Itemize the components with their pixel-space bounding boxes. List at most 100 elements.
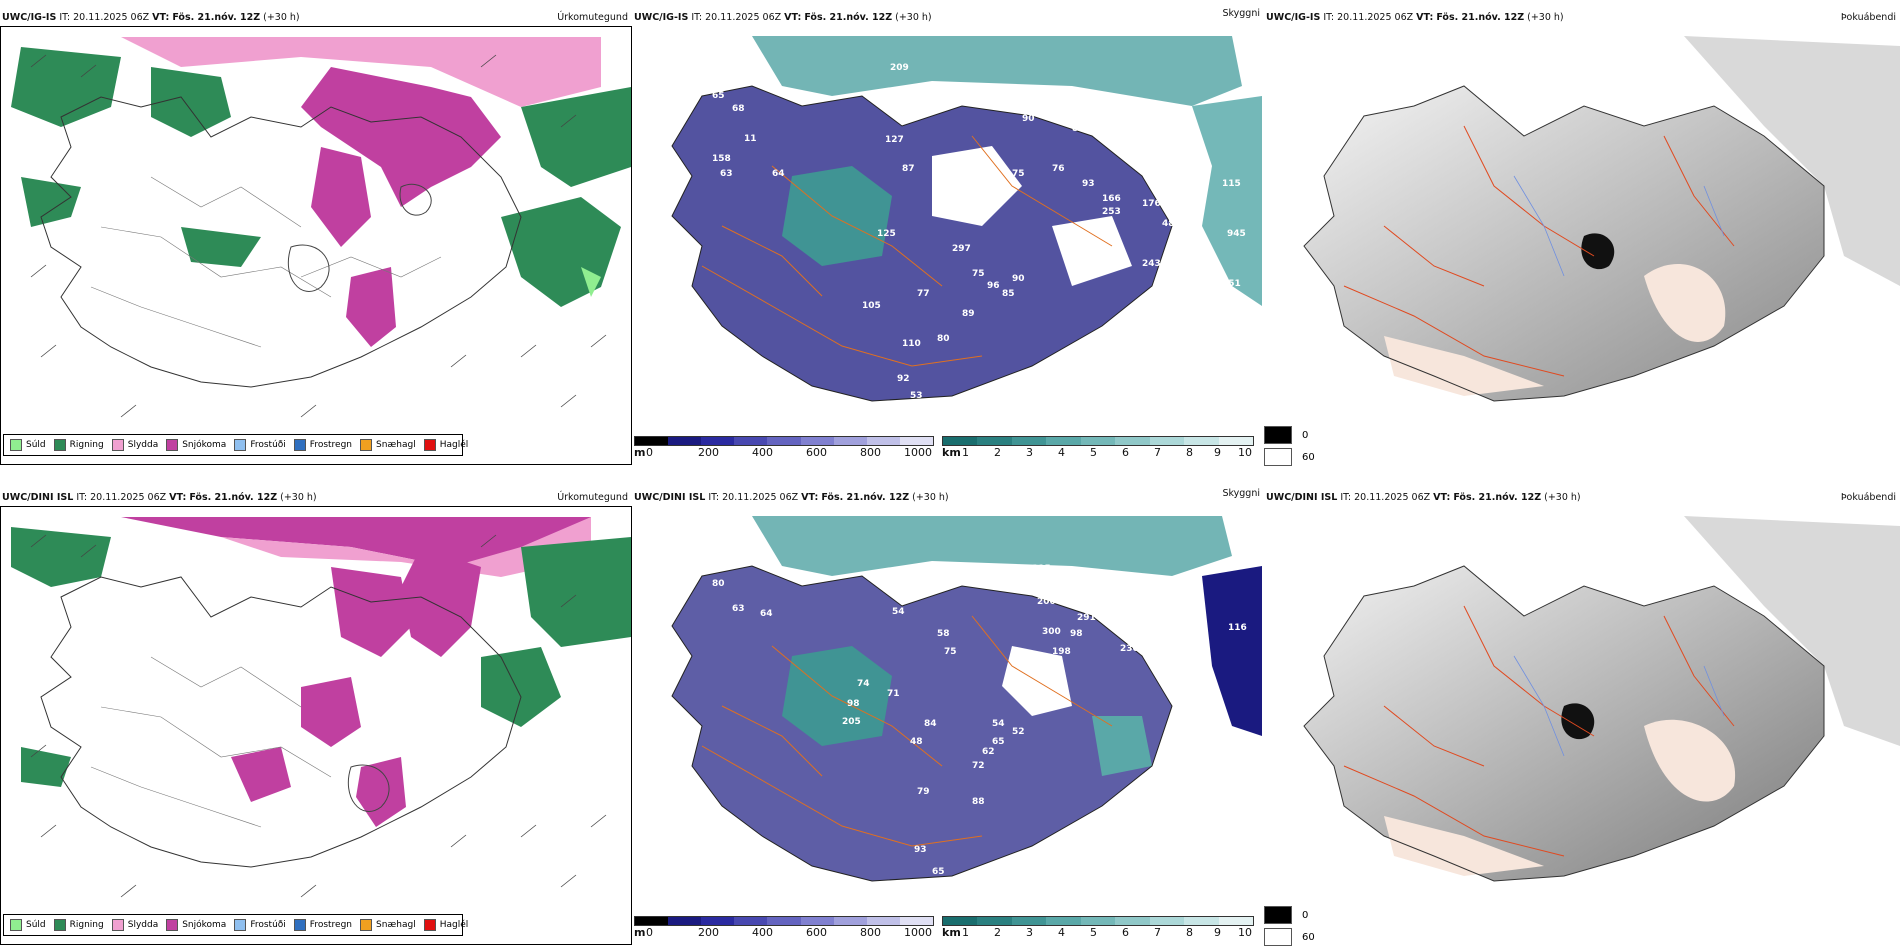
cloud-base-tick: 400 — [752, 446, 773, 459]
cloud-base-colorbar: m 0 200 400 600 800 1000 — [634, 916, 934, 939]
visibility-panel-row1: UWC/IG-IS IT: 20.11.2025 06Z VT: Fös. 21… — [632, 8, 1264, 465]
cloud-base-unit: m — [634, 926, 646, 939]
cloud-base-tick: 400 — [752, 926, 773, 939]
svg-text:80: 80 — [937, 334, 950, 344]
legend-item: Rigning — [53, 439, 104, 451]
legend-item: Haglél — [423, 439, 468, 451]
svg-text:77: 77 — [917, 289, 930, 299]
svg-text:80: 80 — [712, 579, 725, 589]
svg-text:115: 115 — [1222, 179, 1241, 189]
visibility-tick: 8 — [1186, 926, 1193, 939]
fog-map — [1264, 26, 1900, 436]
visibility-colorbar-strip — [942, 916, 1254, 926]
legend-swatch — [111, 919, 124, 931]
visibility-tick: 6 — [1122, 446, 1129, 459]
visibility-tick: 5 — [1090, 926, 1097, 939]
svg-text:166: 166 — [1102, 194, 1121, 204]
svg-text:54: 54 — [892, 607, 905, 617]
fog-legend-item: 60 — [1264, 448, 1324, 466]
visibility-tick: 8 — [1186, 446, 1193, 459]
precip-type-legend: Súld Rigning Slydda Snjókoma Frostúði Fr… — [3, 434, 468, 456]
svg-text:71: 71 — [887, 689, 900, 699]
fog-legend-item: 0 — [1264, 426, 1324, 444]
model-name: UWC/DINI ISL — [1266, 492, 1338, 503]
svg-text:116: 116 — [1228, 623, 1247, 633]
legend-swatch — [423, 919, 436, 931]
legend-item: Súld — [10, 919, 46, 931]
svg-text:93: 93 — [914, 845, 927, 855]
fog-legend: 0 60 — [1264, 906, 1324, 952]
panel-header: UWC/IG-IS IT: 20.11.2025 06Z VT: Fös. 21… — [634, 8, 1260, 23]
visibility-tick: 9 — [1214, 926, 1221, 939]
legend-swatch — [360, 919, 373, 931]
svg-text:93: 93 — [1082, 179, 1095, 189]
legend-item: Frostúði — [234, 439, 286, 451]
svg-text:253: 253 — [1102, 207, 1121, 217]
legend-swatch — [360, 439, 373, 451]
panel-title: Úrkomutegund — [557, 12, 628, 23]
legend-item: Frostregn — [293, 919, 352, 931]
svg-text:63: 63 — [720, 169, 733, 179]
fog-legend-swatch — [1264, 906, 1292, 924]
svg-text:65: 65 — [992, 737, 1005, 747]
svg-text:88: 88 — [972, 797, 985, 807]
cloud-base-tick: 800 — [860, 926, 881, 939]
legend-item: Slydda — [111, 439, 158, 451]
fog-legend-item: 60 — [1264, 928, 1324, 946]
legend-swatch — [293, 919, 306, 931]
svg-text:68: 68 — [732, 104, 745, 114]
svg-text:76: 76 — [1052, 164, 1065, 174]
visibility-tick: 5 — [1090, 446, 1097, 459]
svg-text:230: 230 — [1120, 644, 1139, 654]
precip-type-legend: Súld Rigning Slydda Snjókoma Frostúði Fr… — [3, 914, 468, 936]
fog-panel-row2: UWC/DINI ISL IT: 20.11.2025 06Z VT: Fös.… — [1264, 490, 1900, 946]
svg-text:63: 63 — [732, 604, 745, 614]
legend-swatch — [10, 439, 22, 451]
cloud-base-tick: 600 — [806, 926, 827, 939]
model-name: UWC/IG-IS — [1266, 12, 1321, 23]
fog-map — [1264, 506, 1900, 916]
svg-text:84: 84 — [924, 719, 937, 729]
cloud-base-tick: 800 — [860, 446, 881, 459]
svg-text:92: 92 — [897, 374, 910, 384]
svg-text:58: 58 — [937, 629, 950, 639]
svg-text:11: 11 — [744, 134, 757, 144]
legend-item: Frostúði — [234, 919, 286, 931]
model-name: UWC/DINI ISL — [634, 492, 706, 503]
svg-text:52: 52 — [1012, 727, 1025, 737]
svg-text:90: 90 — [1012, 274, 1025, 284]
panel-header: UWC/DINI ISL IT: 20.11.2025 06Z VT: Fös.… — [1266, 492, 1896, 503]
svg-text:127: 127 — [885, 135, 904, 145]
model-name: UWC/DINI ISL — [2, 492, 74, 503]
model-name: UWC/IG-IS — [2, 12, 57, 23]
fog-legend-swatch — [1264, 426, 1292, 444]
svg-text:162: 162 — [1142, 611, 1161, 621]
svg-text:90: 90 — [1022, 114, 1035, 124]
svg-text:79: 79 — [917, 787, 930, 797]
svg-text:65: 65 — [932, 867, 945, 877]
svg-text:105: 105 — [862, 301, 881, 311]
legend-item: Snjókoma — [166, 919, 226, 931]
legend-item: Snæhagl — [360, 439, 416, 451]
precip-type-map — [1, 27, 631, 464]
svg-text:209: 209 — [890, 63, 909, 73]
visibility-tick: 4 — [1058, 446, 1065, 459]
svg-text:300: 300 — [1042, 627, 1061, 637]
svg-text:90: 90 — [712, 559, 725, 569]
legend-item: Snæhagl — [360, 919, 416, 931]
visibility-tick: 9 — [1214, 446, 1221, 459]
visibility-tick: 2 — [994, 926, 1001, 939]
legend-item: Frostregn — [293, 439, 352, 451]
visibility-tick: 1 — [962, 446, 969, 459]
svg-text:64: 64 — [772, 169, 785, 179]
visibility-map: 209 65 68 11 158 63 64 127 87 90 75 70 84 76 93 16… — [632, 26, 1264, 436]
svg-text:183: 183 — [1042, 579, 1061, 589]
cloud-base-tick: 1000 — [904, 446, 932, 459]
cloud-base-colorbar-strip — [634, 916, 934, 926]
visibility-tick: 7 — [1154, 926, 1161, 939]
legend-swatch — [166, 919, 179, 931]
svg-text:125: 125 — [877, 229, 896, 239]
panel-header: UWC/DINI ISL IT: 20.11.2025 06Z VT: Fös.… — [2, 492, 628, 503]
visibility-tick: 6 — [1122, 926, 1129, 939]
